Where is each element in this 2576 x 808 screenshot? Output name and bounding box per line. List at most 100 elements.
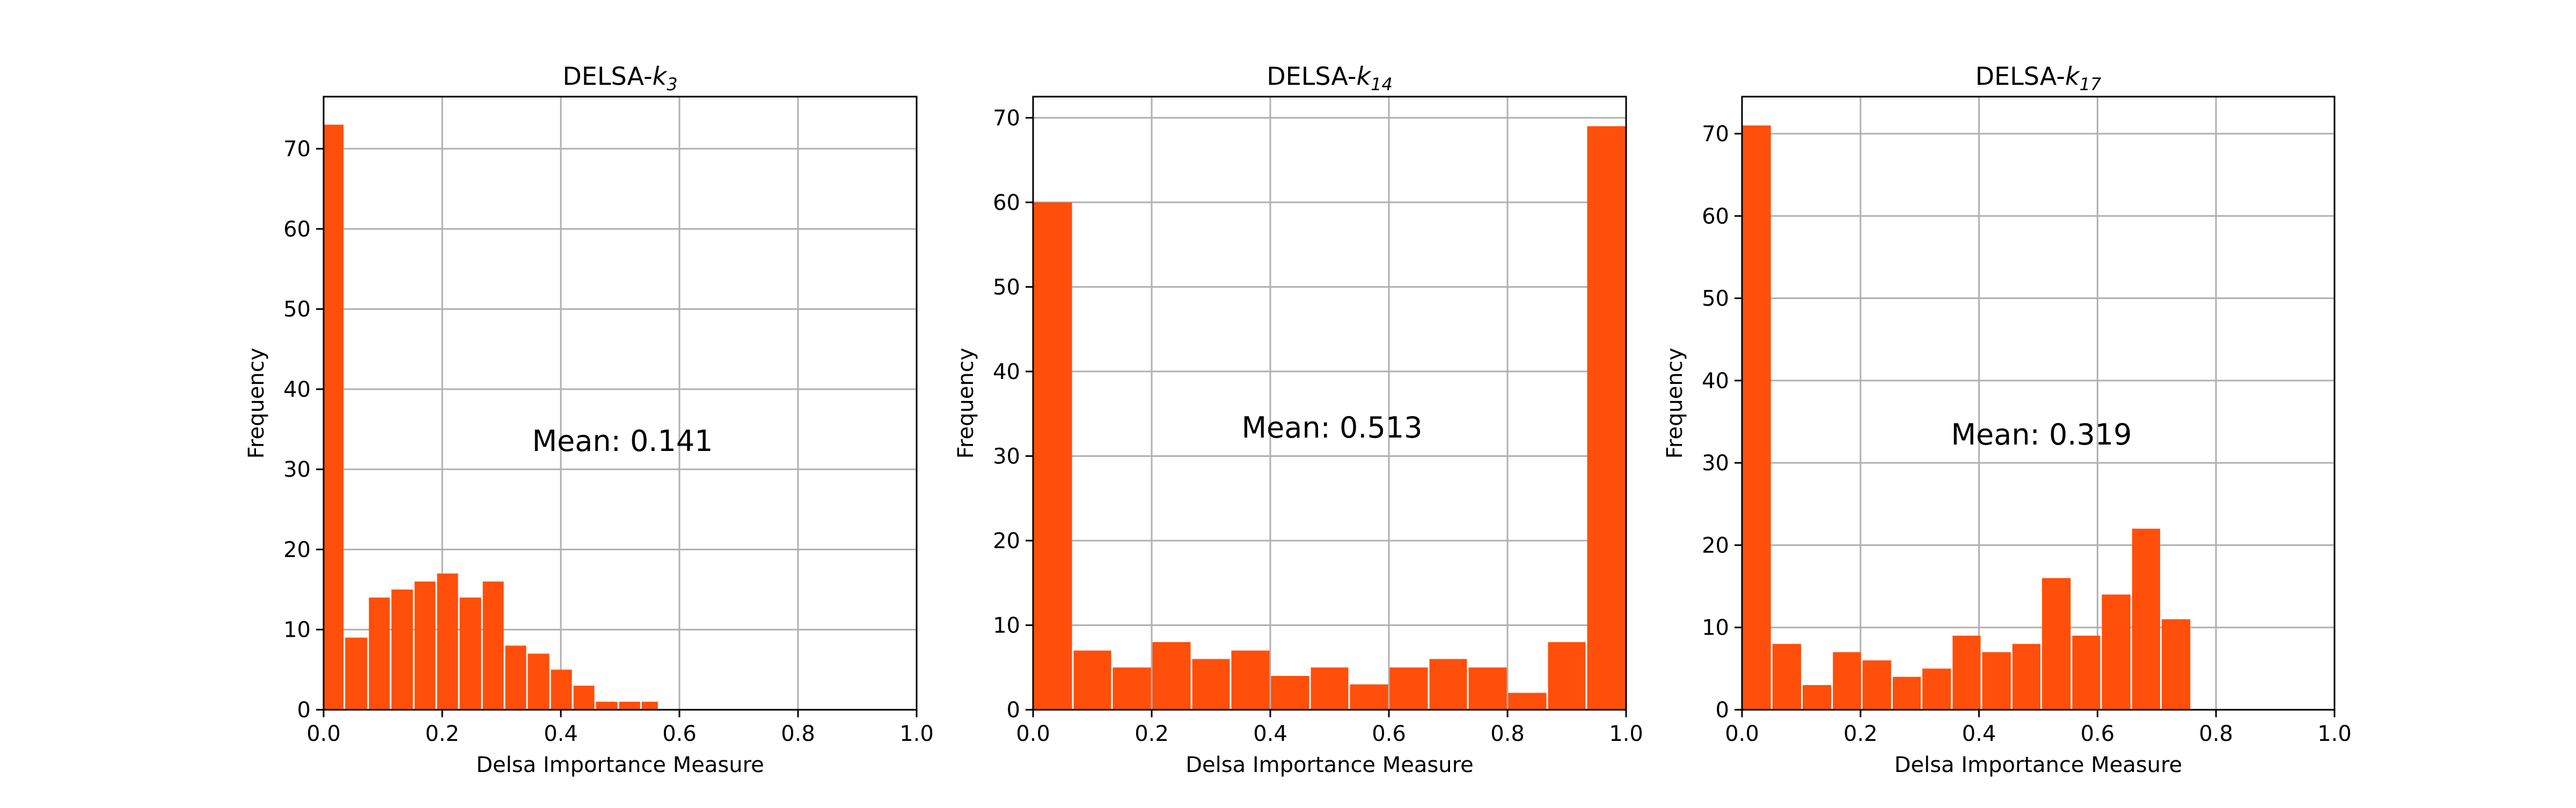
histogram-bar	[551, 669, 572, 710]
histogram-bar	[1311, 667, 1349, 710]
chart-title: DELSA-k3	[562, 62, 677, 94]
title-subscript: 3	[667, 74, 677, 94]
histogram-bar	[1192, 659, 1230, 710]
histogram-bar	[2042, 578, 2071, 710]
y-tick-label: 20	[1702, 533, 1729, 558]
histogram-panel-3: 0.0 0.2 0.4 0.6 0.8 1.0 0 10 20 30 40 50 60 70 Delsa I…	[1663, 62, 2352, 777]
histogram-bar	[2102, 594, 2131, 710]
histogram-bar	[1429, 659, 1467, 710]
x-tick-label: 0.8	[1490, 722, 1525, 746]
y-tick-label: 0	[1007, 698, 1020, 723]
x-tick-label: 0.0	[1016, 722, 1050, 746]
x-tick-label: 0.6	[2081, 722, 2115, 746]
y-tick-label: 30	[283, 457, 311, 482]
x-tick-label: 0.8	[2199, 722, 2233, 746]
y-tick-label: 60	[993, 191, 1020, 215]
histogram-bar	[1803, 685, 1832, 710]
mean-annotation: Mean: 0.141	[532, 424, 713, 458]
x-tick-label: 0.6	[1372, 722, 1406, 746]
y-tick-label: 10	[1702, 616, 1729, 640]
y-tick-label: 10	[993, 613, 1020, 638]
y-tick-label: 20	[993, 529, 1020, 554]
histogram-panel-1: 0.0 0.2 0.4 0.6 0.8 1.0 0 10 20 30 40 50 60 70 Delsa I…	[244, 62, 934, 777]
histogram-bar	[437, 573, 458, 710]
y-tick-label: 40	[283, 377, 311, 402]
histogram-bar	[1742, 125, 1771, 710]
x-tick-label: 1.0	[1609, 722, 1643, 746]
title-prefix: DELSA-	[1975, 62, 2065, 91]
histogram-bar	[1271, 675, 1309, 710]
y-tick-label: 50	[283, 297, 311, 322]
chart-title: DELSA-k17	[1975, 62, 2102, 94]
title-variable: k	[1356, 62, 1372, 91]
histogram-bar	[2162, 619, 2191, 710]
histogram-bar	[1922, 668, 1951, 710]
y-axis-label: Frequency	[244, 348, 269, 459]
histogram-bar	[505, 645, 526, 710]
histogram-bar	[596, 702, 618, 710]
title-variable: k	[653, 62, 668, 91]
title-subscript: 17	[2080, 74, 2102, 94]
axes-frame	[1741, 96, 2336, 711]
y-tick-label: 70	[283, 137, 311, 162]
histogram-bar	[1952, 636, 1981, 710]
histogram-bar	[1152, 642, 1191, 710]
histogram-bar	[1892, 676, 1921, 710]
histogram-bar	[1548, 642, 1586, 710]
histogram-bar	[573, 686, 595, 710]
histogram-bar	[1073, 650, 1111, 710]
x-tick-label: 0.2	[425, 722, 459, 746]
mean-annotation: Mean: 0.513	[1241, 411, 1422, 445]
histogram-bar	[1033, 202, 1072, 710]
histogram-bar	[2072, 636, 2101, 710]
y-tick-label: 40	[993, 360, 1020, 384]
histogram-bar	[1350, 684, 1388, 710]
histogram-bar	[482, 581, 504, 710]
chart-title: DELSA-k14	[1267, 62, 1393, 94]
title-variable: k	[2065, 62, 2081, 91]
title-prefix: DELSA-	[1267, 62, 1356, 91]
histogram-bar	[1833, 652, 1861, 710]
title-subscript: 14	[1371, 74, 1393, 94]
title-prefix: DELSA-	[562, 62, 652, 91]
mean-annotation: Mean: 0.319	[1951, 418, 2132, 452]
y-axis-label: Frequency	[954, 348, 978, 459]
x-tick-label: 0.4	[544, 722, 578, 746]
histogram-bar	[1982, 652, 2011, 710]
histogram-bar	[1587, 126, 1626, 710]
x-tick-label: 0.4	[1962, 722, 1996, 746]
histogram-bar	[391, 589, 413, 710]
y-tick-label: 70	[1702, 122, 1729, 147]
y-tick-label: 70	[993, 106, 1020, 130]
y-tick-label: 60	[1702, 204, 1729, 229]
histogram-bar	[641, 702, 658, 710]
y-tick-label: 30	[993, 444, 1020, 469]
y-tick-label: 50	[1702, 287, 1729, 311]
x-axis-label: Delsa Importance Measure	[1894, 753, 2183, 777]
x-tick-label: 0.0	[306, 722, 341, 746]
axes-frame	[1032, 96, 1627, 711]
histogram-bar	[459, 598, 481, 710]
x-axis-label: Delsa Importance Measure	[476, 753, 764, 777]
y-tick-label: 20	[283, 537, 311, 562]
y-tick-label: 0	[1716, 698, 1729, 723]
histogram-bar	[345, 637, 368, 710]
histogram-bar	[1231, 650, 1270, 710]
y-tick-label: 40	[1702, 369, 1729, 394]
x-tick-label: 0.0	[1725, 722, 1759, 746]
histogram-bar	[1468, 667, 1507, 710]
histogram-bar	[528, 653, 550, 710]
histogram-bar	[414, 581, 436, 710]
x-tick-label: 0.2	[1843, 722, 1878, 746]
histogram-bar	[369, 598, 390, 710]
histogram-bar	[1389, 667, 1428, 710]
histogram-bar	[1862, 660, 1891, 710]
x-tick-label: 0.2	[1135, 722, 1169, 746]
histogram-bar	[2012, 644, 2041, 710]
axes-frame	[323, 96, 918, 711]
x-tick-label: 0.8	[781, 722, 815, 746]
x-tick-label: 1.0	[2317, 722, 2352, 746]
x-tick-label: 1.0	[899, 722, 934, 746]
